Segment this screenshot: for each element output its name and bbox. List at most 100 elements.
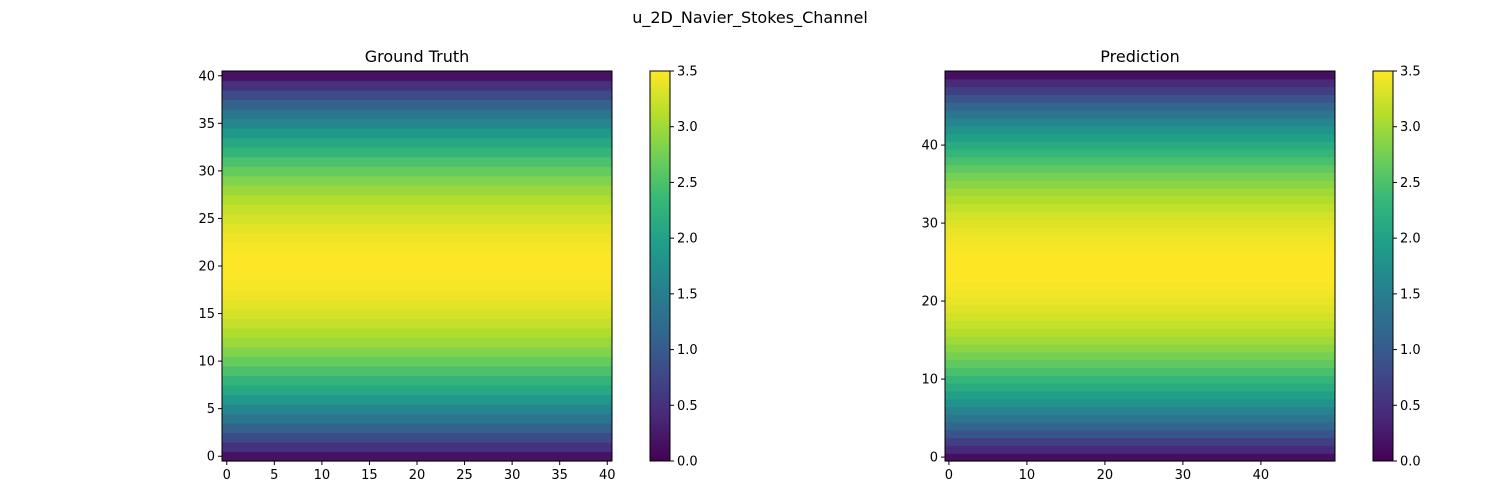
heatmap-row	[222, 109, 612, 120]
x-tick-label: 40	[1253, 468, 1270, 483]
colorbar: 0.0 0.5 1.0 1.5 2.0 2.5 3.0 3.5	[1372, 65, 1421, 470]
y-tick-label: 25	[198, 212, 215, 227]
colorbar-tick-label: 3.0	[677, 120, 698, 135]
heatmap-cells	[945, 71, 1335, 462]
heatmap-row	[945, 437, 1335, 446]
colorbar-tick-label: 3.5	[677, 65, 698, 80]
heatmap-row	[945, 305, 1335, 314]
y-tick-label: 20	[921, 295, 938, 310]
heatmap-row	[222, 280, 612, 291]
axes-title: Ground Truth	[365, 47, 470, 66]
heatmap-row	[222, 223, 612, 234]
heatmap-row	[222, 422, 612, 434]
heatmap-row	[222, 403, 612, 415]
heatmap-row	[945, 234, 1335, 244]
heatmap-row	[945, 297, 1335, 306]
x-tick-label: 25	[456, 468, 473, 483]
heatmap-row	[222, 147, 612, 158]
heatmap-row	[945, 172, 1335, 181]
x-tick-label: 0	[223, 468, 231, 483]
heatmap-row	[945, 328, 1335, 337]
heatmap-row	[222, 356, 612, 367]
heatmap-row	[945, 453, 1335, 462]
y-tick-label: 30	[921, 217, 938, 232]
axes-title: Prediction	[1100, 47, 1179, 66]
heatmap-row	[222, 413, 612, 424]
heatmap-row	[945, 312, 1335, 322]
y-tick-label: 10	[198, 355, 215, 370]
heatmap-row	[945, 445, 1335, 454]
heatmap-row	[222, 128, 612, 139]
heatmap-row	[945, 336, 1335, 345]
colorbar-tick-label: 1.0	[1400, 343, 1421, 358]
x-tick-label: 20	[1097, 468, 1114, 483]
heatmap-row	[222, 375, 612, 386]
heatmap-row	[222, 327, 612, 338]
y-tick-label: 15	[198, 307, 215, 322]
colorbar-tick-label: 0.5	[1400, 399, 1421, 414]
figure-suptitle: u_2D_Navier_Stokes_Channel	[632, 8, 868, 28]
heatmap-row	[222, 261, 612, 272]
x-tick-label: 10	[314, 468, 331, 483]
y-tick-label: 20	[198, 260, 215, 275]
colorbar-tick-label: 3.0	[1400, 120, 1421, 135]
heatmap-row	[222, 318, 612, 329]
heatmap-row	[945, 383, 1335, 392]
heatmap-row	[945, 414, 1335, 423]
x-tick-label: 0	[945, 468, 953, 483]
heatmap-row	[222, 337, 612, 348]
heatmap-row	[945, 367, 1335, 376]
heatmap-row	[945, 219, 1335, 228]
y-tick-label: 30	[198, 164, 215, 179]
heatmap-row	[945, 203, 1335, 212]
heatmap-row	[222, 289, 612, 300]
colorbar-tick-label: 0.0	[677, 455, 698, 470]
heatmap-row	[222, 242, 612, 253]
colorbar-tick-label: 2.0	[1400, 232, 1421, 247]
heatmap-row	[945, 406, 1335, 415]
x-tick-label: 35	[551, 468, 568, 483]
colorbar-tick-label: 1.5	[1400, 287, 1421, 302]
heatmap-row	[222, 384, 612, 396]
heatmap-row	[222, 299, 612, 310]
axes-frame	[944, 70, 1336, 462]
colorbar-tick-label: 2.0	[677, 232, 698, 247]
heatmap-row	[222, 432, 612, 443]
x-tick-label: 40	[599, 468, 616, 483]
heatmap-row	[945, 164, 1335, 173]
y-tick-label: 40	[198, 69, 215, 84]
heatmap-row	[945, 188, 1335, 197]
y-tick-label: 35	[198, 117, 215, 132]
heatmap-row	[945, 351, 1335, 361]
heatmap-panel-2: Prediction 0 10 20 30 40 0 10 20 30 40 0.0 0.5 1.0 1.5…	[921, 47, 1420, 483]
heatmap-row	[945, 125, 1335, 134]
heatmap-row	[945, 273, 1335, 283]
heatmap-row	[222, 441, 612, 453]
heatmap-row	[945, 227, 1335, 236]
y-tick-label: 0	[207, 450, 215, 465]
colorbar-gradient	[1373, 71, 1393, 461]
heatmap-row	[222, 270, 612, 281]
heatmap-row	[945, 429, 1335, 439]
heatmap-row	[945, 86, 1335, 95]
heatmap-row	[222, 365, 612, 376]
heatmap-row	[222, 394, 612, 405]
x-tick-label: 5	[270, 468, 278, 483]
heatmap-row	[945, 141, 1335, 150]
heatmap-row	[945, 211, 1335, 220]
heatmap-row	[945, 94, 1335, 103]
heatmap-row	[222, 213, 612, 224]
heatmap-row	[945, 149, 1335, 158]
heatmap-row	[222, 90, 612, 101]
heatmap-row	[222, 232, 612, 243]
heatmap-row	[222, 137, 612, 148]
colorbar-tick-label: 1.5	[677, 287, 698, 302]
heatmap-cells	[222, 71, 612, 462]
colorbar-tick-label: 2.5	[1400, 176, 1421, 191]
colorbar-tick-label: 0.0	[1400, 455, 1421, 470]
heatmap-row	[222, 251, 612, 262]
heatmap-row	[945, 398, 1335, 407]
heatmap-row	[945, 78, 1335, 88]
heatmap-row	[945, 195, 1335, 205]
